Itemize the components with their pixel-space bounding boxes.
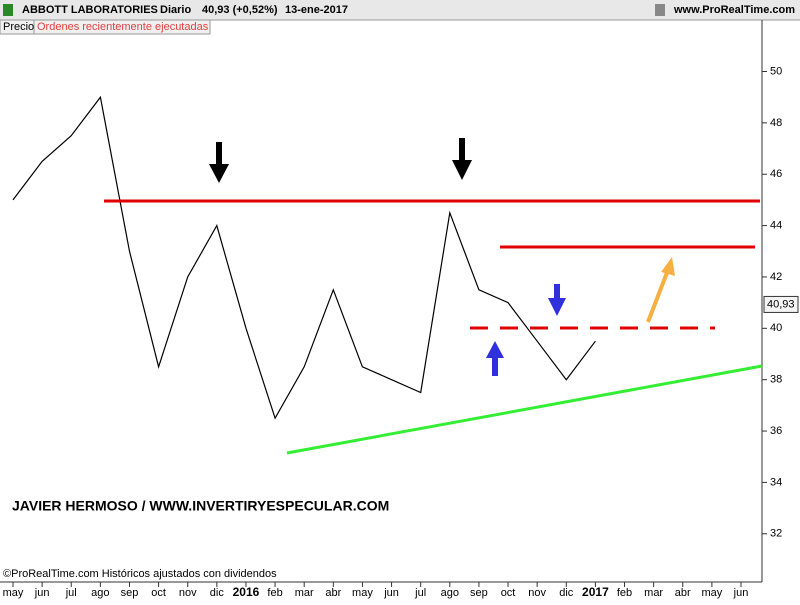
x-tick-label: abr [675, 587, 691, 599]
price-line [12, 95, 596, 420]
site: www.ProRealTime.com [673, 4, 795, 16]
support-trendline [286, 364, 763, 455]
x-tick-label: dic [559, 587, 574, 599]
y-tick-label: 40 [770, 322, 782, 334]
x-tick-label: jul [65, 587, 77, 599]
header-price: 40,93 (+0,52%) [202, 4, 278, 16]
panel-label: Precio [3, 21, 34, 33]
x-tick-label: dic [210, 587, 225, 599]
last-price-label: 40,93 [767, 298, 795, 310]
y-tick-label: 48 [770, 117, 782, 129]
x-tick-label: jun [733, 587, 749, 599]
y-tick-label: 36 [770, 425, 782, 437]
x-tick-label: 2017 [582, 585, 609, 599]
y-tick-label: 44 [770, 219, 782, 231]
x-tick-label: mar [295, 587, 314, 599]
watermark: JAVIER HERMOSO / WWW.INVERTIRYESPECULAR.… [12, 498, 389, 514]
plot [12, 95, 596, 420]
last-price-tag [763, 295, 799, 313]
x-tick-label: 2016 [233, 585, 260, 599]
y-tick-label: 34 [770, 476, 782, 488]
x-tick-label: nov [179, 587, 197, 599]
x-tick-label: abr [325, 587, 341, 599]
x-tick-label: may [701, 587, 722, 599]
x-tick-label: may [3, 587, 24, 599]
y-tick-label: 38 [770, 374, 782, 386]
x-tick-label: jun [34, 587, 50, 599]
arrow-down [209, 142, 229, 183]
x-tick-label: mar [644, 587, 663, 599]
header-name: ABBOTT LABORATORIES [22, 4, 158, 16]
panel-note: Ordenes recientemente ejecutadas [37, 21, 209, 33]
x-tick-label: jun [383, 587, 399, 599]
x-tick-label: oct [501, 587, 516, 599]
y-tick-label: 46 [770, 168, 782, 180]
x-tick-label: sep [121, 587, 139, 599]
x-tick-label: feb [617, 587, 632, 599]
y-tick-label: 50 [770, 65, 782, 77]
x-tick-label: ago [91, 587, 109, 599]
y-tick-label: 42 [770, 271, 782, 283]
arrow-up [646, 257, 675, 323]
arrow-down [452, 138, 472, 180]
header-period: Diario [160, 4, 191, 16]
x-tick-label: feb [267, 587, 282, 599]
arrow-up [486, 341, 504, 376]
panel-note-box [33, 19, 211, 35]
x-tick-label: may [352, 587, 373, 599]
footer: ©ProRealTime.com Históricos ajustados co… [3, 568, 277, 580]
x-tick-label: oct [151, 587, 166, 599]
window-icon[interactable] [655, 4, 665, 16]
header-bar [0, 0, 800, 20]
x-tick-label: nov [528, 587, 546, 599]
header-date: 13-ene-2017 [285, 4, 348, 16]
x-tick-label: ago [441, 587, 459, 599]
y-tick-label: 32 [770, 528, 782, 540]
logo [3, 4, 13, 16]
x-tick-label: jul [414, 587, 426, 599]
arrow-down [548, 284, 566, 316]
x-tick-label: sep [470, 587, 488, 599]
